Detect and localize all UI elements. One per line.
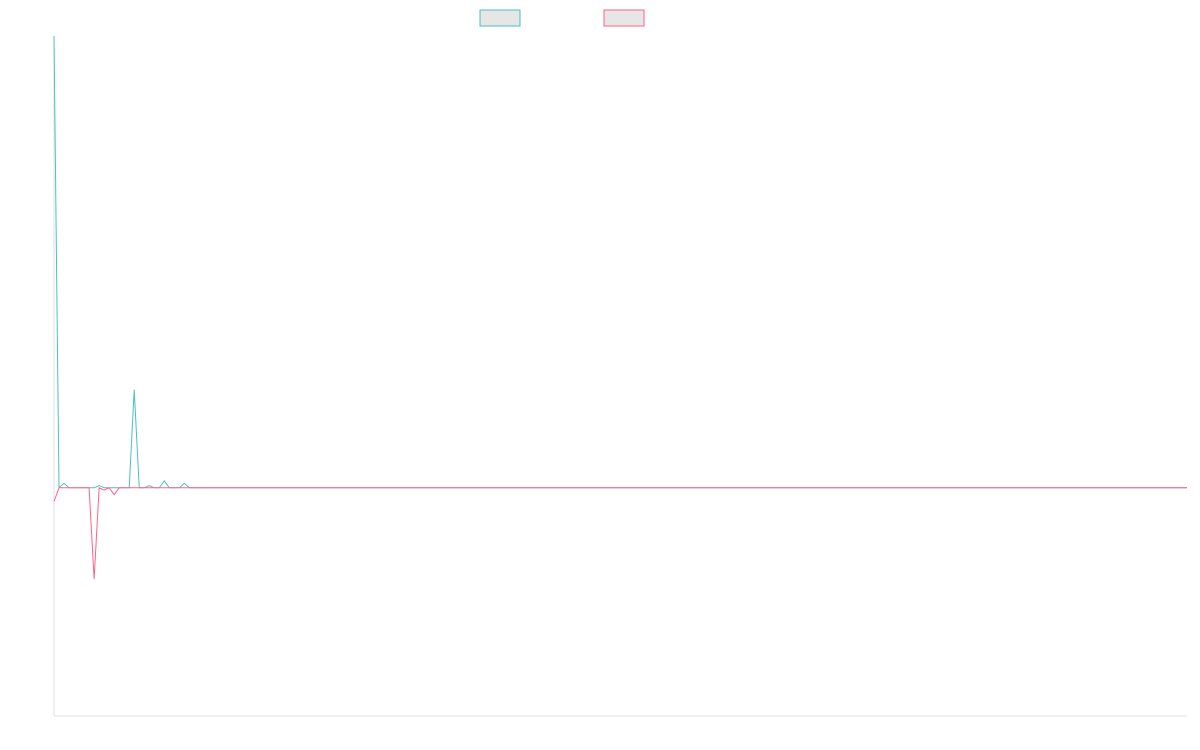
legend-swatch-2 [603,9,645,27]
legend-swatch-1 [479,9,521,27]
series-line-1 [53,35,1187,489]
series-line-2 [53,487,1187,580]
legend [479,9,645,27]
axes [53,36,1187,717]
series-layer [53,35,1187,580]
